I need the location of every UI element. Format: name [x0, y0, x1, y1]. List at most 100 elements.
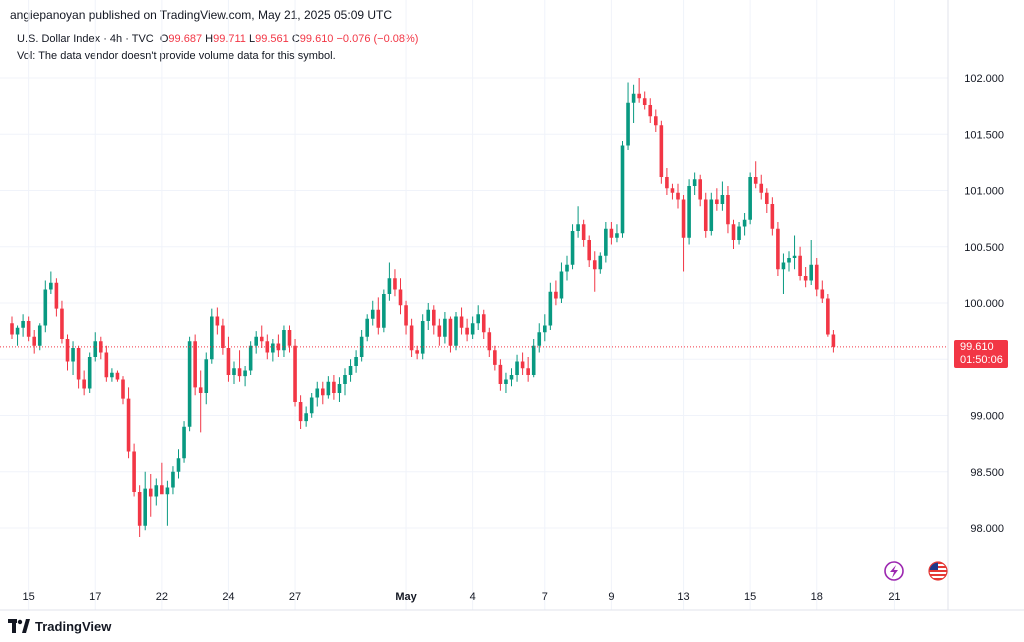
- candle-body: [321, 388, 325, 396]
- candle: [720, 181, 725, 211]
- time-tick-label: 18: [811, 591, 823, 603]
- lightning-event-icon[interactable]: [884, 561, 904, 581]
- candle-body: [198, 387, 203, 393]
- candle-body: [370, 309, 375, 319]
- tradingview-logo-icon: [8, 619, 30, 633]
- candle-body: [76, 348, 81, 380]
- candle: [692, 172, 697, 195]
- candle: [437, 318, 442, 346]
- candle: [15, 325, 20, 346]
- candle-body: [160, 485, 164, 495]
- candle-body: [237, 368, 242, 377]
- candle: [237, 350, 242, 382]
- candle-body: [60, 308, 64, 339]
- candle: [498, 359, 503, 391]
- candle-body: [814, 264, 819, 290]
- candle: [798, 246, 802, 281]
- candle: [10, 316, 14, 339]
- high-key: H: [205, 33, 214, 45]
- candle-body: [748, 177, 752, 220]
- symbol-legend: U.S. Dollar Index · 4h · TVC O99.687 H99…: [17, 33, 418, 45]
- candle: [687, 179, 691, 245]
- candle-body: [187, 341, 192, 427]
- candle: [759, 174, 764, 200]
- last-price-value: 99.610: [960, 341, 994, 353]
- candle: [254, 331, 258, 354]
- open-key: O: [159, 33, 169, 45]
- candle: [715, 188, 719, 211]
- price-tick-label: 98.500: [970, 467, 1004, 479]
- candle-body: [493, 350, 497, 365]
- candle-body: [54, 282, 59, 309]
- candle-body: [504, 379, 508, 384]
- candle-body: [803, 276, 808, 281]
- candle: [365, 314, 369, 342]
- candle: [393, 269, 397, 297]
- candle: [404, 300, 408, 335]
- candle: [21, 314, 25, 337]
- candle-body: [398, 289, 403, 306]
- candle: [326, 376, 331, 399]
- us-flag-icon[interactable]: [928, 561, 948, 581]
- candle: [748, 172, 752, 225]
- candle-body: [809, 264, 813, 281]
- candle-body: [387, 278, 392, 294]
- last-price-tag: 99.610 01:50:06: [954, 340, 1008, 368]
- candle: [587, 235, 591, 267]
- candle: [792, 235, 797, 270]
- candle-body: [282, 330, 286, 351]
- candle: [520, 352, 525, 375]
- candle-body: [565, 264, 569, 272]
- candle: [509, 368, 514, 387]
- candle: [676, 183, 680, 209]
- time-tick-label: 4: [470, 591, 476, 603]
- candle-body: [676, 192, 680, 200]
- candle-body: [393, 278, 397, 290]
- candle: [531, 339, 536, 378]
- candle-body: [293, 345, 297, 402]
- candle: [93, 332, 98, 362]
- candle-body: [99, 341, 103, 353]
- candle-body: [37, 325, 42, 346]
- candle: [426, 303, 431, 330]
- open-value: 99.687: [168, 33, 203, 45]
- candle-body: [365, 318, 369, 337]
- tradingview-footer[interactable]: TradingView: [8, 616, 111, 636]
- candle: [348, 359, 353, 382]
- candle: [515, 354, 519, 382]
- candle-body: [820, 289, 825, 299]
- candle: [537, 323, 542, 353]
- candle: [154, 478, 159, 506]
- time-tick-label: May: [395, 591, 417, 603]
- candle-body: [609, 228, 614, 238]
- candle-body: [426, 309, 431, 321]
- candle: [304, 406, 308, 427]
- candle: [665, 168, 669, 195]
- candle-body: [359, 336, 364, 357]
- candle-body: [703, 199, 708, 231]
- candle-body: [121, 379, 125, 399]
- candle-body: [154, 485, 159, 497]
- candle: [581, 219, 586, 247]
- candle-body: [32, 336, 36, 346]
- candle: [504, 372, 508, 393]
- time-tick-label: 9: [608, 591, 614, 603]
- price-tick-label: 102.000: [964, 73, 1004, 85]
- candle: [415, 345, 419, 360]
- candle: [232, 361, 236, 384]
- candle-body: [765, 192, 769, 204]
- candle: [287, 325, 292, 353]
- candle: [221, 318, 225, 355]
- candle-body: [543, 325, 547, 333]
- candle: [121, 376, 125, 405]
- candle-body: [598, 255, 603, 270]
- candle-body: [559, 271, 564, 299]
- candle: [609, 222, 614, 245]
- candle-body: [670, 188, 675, 193]
- candle: [709, 192, 714, 236]
- candle: [626, 82, 630, 150]
- candle-body: [531, 345, 536, 375]
- time-tick-label: 22: [156, 591, 168, 603]
- candle-body: [604, 228, 608, 256]
